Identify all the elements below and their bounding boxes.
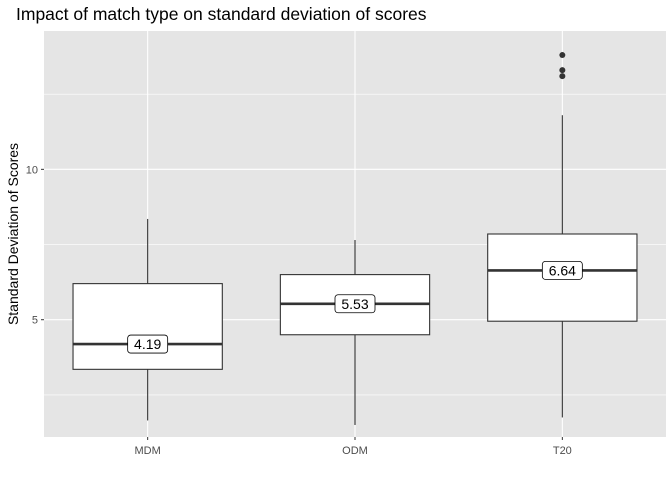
data-label: 5.53 xyxy=(341,296,368,312)
x-tick-label: ODM xyxy=(342,445,368,457)
box-t20: 6.64 xyxy=(487,52,638,418)
y-tick-label: 5 xyxy=(32,315,38,327)
outlier-point xyxy=(559,73,566,80)
box-group: 4.19 5.53 6.64 xyxy=(72,52,638,425)
box-mdm: 4.19 xyxy=(72,218,223,421)
data-label-box xyxy=(334,294,376,314)
data-label: 6.64 xyxy=(549,262,576,278)
outlier-point xyxy=(559,67,566,74)
y-axis-title: Standard Deviation of Scores xyxy=(5,143,21,325)
data-label-box xyxy=(541,260,583,280)
x-tick-label: MDM xyxy=(135,445,161,457)
outlier-point xyxy=(559,52,566,59)
x-axis-ticks: MDM ODM T20 xyxy=(135,437,572,457)
box-odm: 5.53 xyxy=(279,240,431,425)
x-tick-label: T20 xyxy=(553,445,572,457)
y-axis-ticks: 5 10 xyxy=(26,164,44,327)
box-iqr xyxy=(72,283,223,370)
y-tick-label: 10 xyxy=(26,164,38,176)
chart-title: Impact of match type on standard deviati… xyxy=(16,4,427,24)
data-label: 4.19 xyxy=(134,336,161,352)
data-label-box xyxy=(127,334,169,354)
